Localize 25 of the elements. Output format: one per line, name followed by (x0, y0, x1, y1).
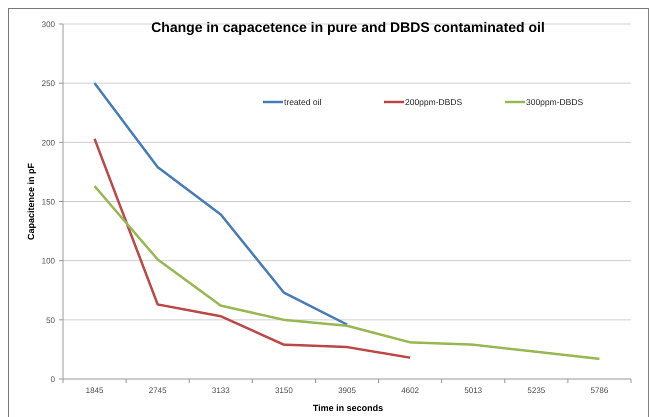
chart-title: Change in capacetence in pure and DBDS contaminated oil (151, 19, 545, 35)
y-tick-label: 150 (42, 198, 56, 206)
line-series (93, 82, 348, 326)
x-tick-label: 3150 (274, 386, 294, 395)
y-tick-label: 250 (42, 79, 56, 88)
x-tick-label: 3905 (338, 386, 356, 395)
x-tick-label: 3133 (212, 386, 230, 395)
y-tick-label: 200 (42, 138, 56, 148)
x-tick-label: 2745 (148, 386, 168, 395)
x-tick-label: 1845 (86, 386, 104, 395)
legend-label: treated oil (284, 97, 322, 107)
line-series (93, 138, 412, 359)
x-tick-label: 5786 (590, 386, 609, 395)
y-tick-label: 100 (42, 256, 56, 266)
y-axis-title: Capacitence in pF (26, 162, 36, 240)
legend-label: 200ppm-DBDS (405, 97, 462, 107)
legend-label: 300ppm-DBDS (526, 97, 584, 107)
x-tick-label: 4602 (401, 386, 420, 395)
line-series (93, 184, 601, 360)
x-axis-title: Time in seconds (312, 403, 384, 413)
y-tick-label: 0 (50, 375, 56, 384)
y-tick-label: 300 (42, 20, 56, 29)
y-tick-label: 50 (46, 316, 56, 325)
x-tick-label: 5235 (527, 386, 546, 395)
x-tick-label: 5013 (464, 386, 483, 395)
